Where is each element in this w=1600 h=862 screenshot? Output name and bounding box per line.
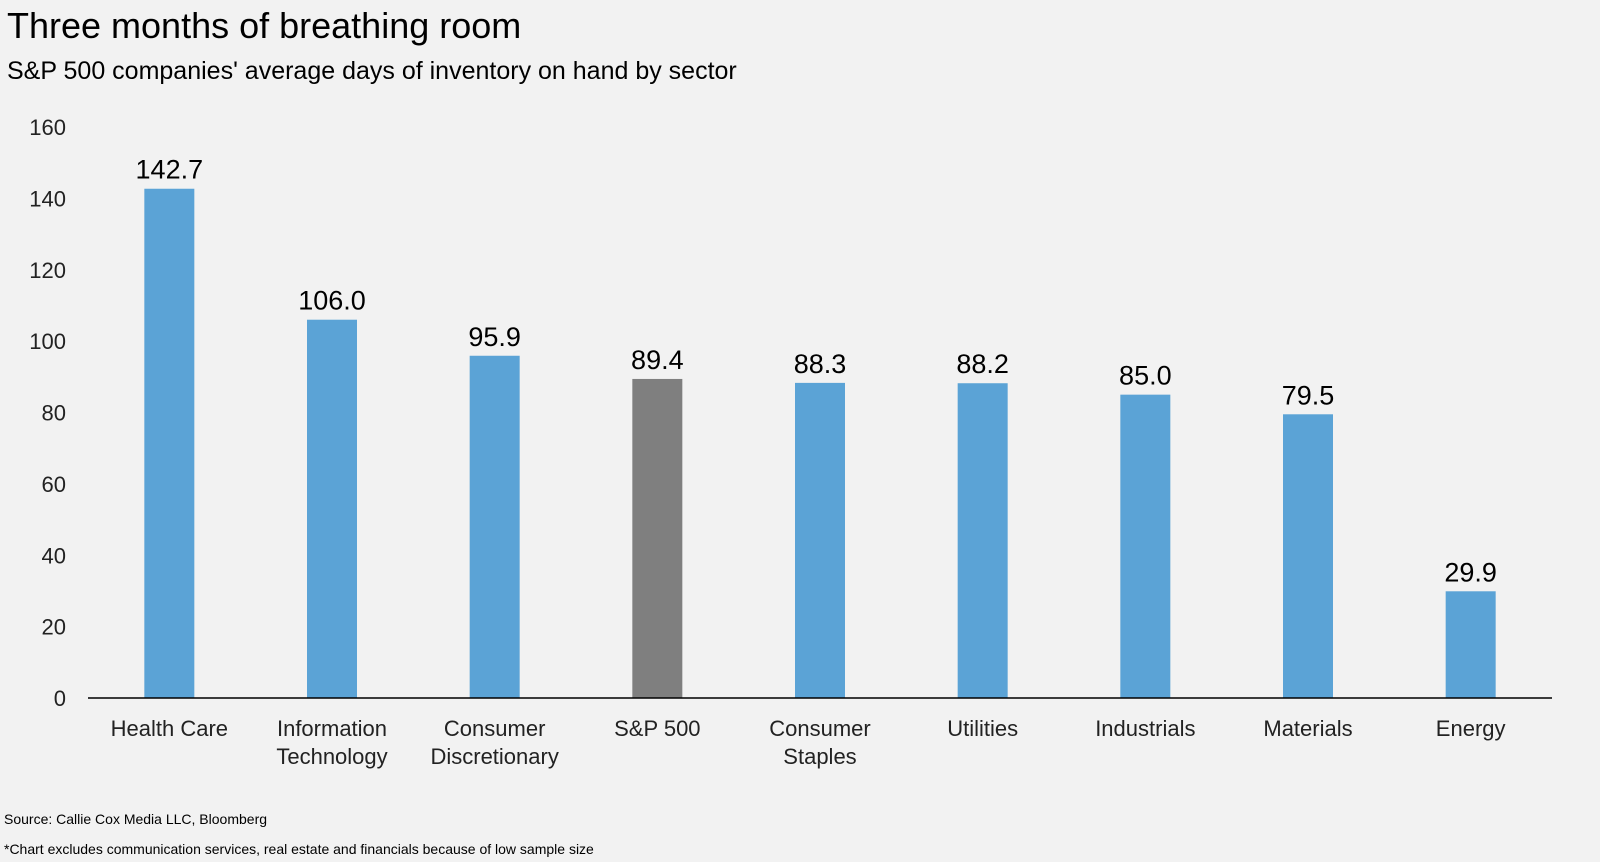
bar-sp500: [632, 378, 683, 698]
x-category-label: Staples: [783, 744, 856, 769]
bar-value-label: 142.7: [136, 155, 204, 185]
y-tick-label: 20: [42, 615, 66, 640]
x-category-label: Discretionary: [430, 744, 558, 769]
bar: [1120, 394, 1171, 698]
chart-title: Three months of breathing room: [7, 5, 522, 46]
footnote: *Chart excludes communication services, …: [4, 841, 594, 857]
y-tick-label: 40: [42, 543, 66, 568]
bar-value-label: 85.0: [1119, 361, 1172, 391]
category-labels: Health Care Information Technology Consumer…: [111, 716, 1506, 769]
bar-value-label: 88.2: [956, 349, 1009, 379]
x-category-label: Industrials: [1095, 716, 1195, 741]
bar-value-label: 88.3: [794, 349, 847, 379]
bar: [307, 319, 357, 698]
y-tick-label: 80: [42, 401, 66, 426]
y-axis-ticks: 0 20 40 60 80 100 120 140 160: [29, 115, 66, 711]
bar: [1283, 414, 1333, 698]
x-category-label: Utilities: [947, 716, 1018, 741]
bar: [957, 383, 1008, 698]
x-category-label: Consumer: [444, 716, 545, 741]
y-tick-label: 140: [29, 186, 66, 211]
bars: [144, 188, 1496, 698]
y-tick-label: 160: [29, 115, 66, 140]
bar-value-label: 29.9: [1444, 557, 1497, 587]
chart-subtitle: S&P 500 companies' average days of inven…: [7, 57, 737, 85]
x-category-label: Technology: [276, 744, 387, 769]
x-category-label: Materials: [1263, 716, 1352, 741]
bar-value-label: 106.0: [298, 286, 366, 316]
y-tick-label: 0: [54, 686, 66, 711]
bar: [469, 355, 520, 698]
bar-value-label: 95.9: [468, 322, 521, 352]
x-category-label: Consumer: [769, 716, 870, 741]
bar: [144, 188, 195, 698]
y-tick-label: 100: [29, 329, 66, 354]
x-category-label: S&P 500: [614, 716, 700, 741]
x-category-label: Information: [277, 716, 387, 741]
data-labels: 142.7 106.0 95.9 89.4 88.3 88.2 85.0 79.5 29.9: [136, 155, 1497, 588]
bar-value-label: 79.5: [1282, 380, 1335, 410]
y-tick-label: 120: [29, 258, 66, 283]
y-tick-label: 60: [42, 472, 66, 497]
bar: [795, 382, 845, 698]
x-category-label: Energy: [1436, 716, 1506, 741]
bar: [1445, 591, 1496, 698]
x-category-label: Health Care: [111, 716, 228, 741]
bar-value-label: 89.4: [631, 345, 684, 375]
source-note: Source: Callie Cox Media LLC, Bloomberg: [4, 811, 268, 827]
